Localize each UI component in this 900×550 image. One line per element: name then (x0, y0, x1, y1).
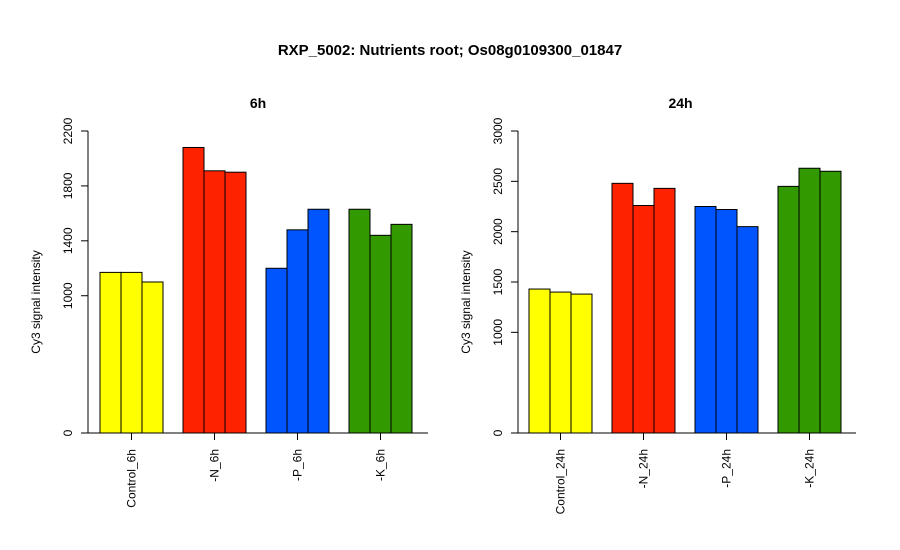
y-tick-label: 0 (61, 429, 75, 436)
x-category-label: -N_24h (637, 449, 651, 488)
bar (203, 170, 226, 434)
bar (390, 223, 413, 434)
y-axis-label: Cy3 signal intensity (29, 250, 43, 353)
panel-24h: 24h Cy3 signal intensity 0 1000 1500 2000 2500… (459, 95, 856, 514)
x-category-label: Control_24h (554, 449, 568, 514)
bar (182, 146, 205, 434)
y-tick-label: 2500 (491, 168, 505, 195)
bar (819, 170, 842, 434)
main-title: RXP_5002: Nutrients root; Os08g0109300_0… (278, 42, 622, 59)
y-tick-label: 1800 (61, 172, 75, 199)
panel-title: 24h (668, 95, 692, 111)
bar (224, 171, 247, 434)
x-category-label: -K_6h (374, 449, 388, 481)
panel-title: 6h (250, 95, 266, 111)
bar (369, 234, 392, 434)
bar (120, 271, 143, 434)
y-axis-label: Cy3 signal intensity (459, 250, 473, 353)
bar (286, 229, 309, 434)
bar (611, 182, 634, 434)
bar (798, 167, 821, 434)
bar (632, 204, 655, 434)
bar (715, 209, 738, 434)
bar (777, 185, 800, 434)
y-tick-label: 0 (491, 429, 505, 436)
x-category-label: Control_6h (125, 449, 139, 508)
x-category-label: -P_6h (291, 449, 305, 481)
bar (694, 206, 717, 434)
bar (307, 208, 330, 434)
bar (549, 291, 572, 434)
bar (736, 226, 759, 434)
x-category-label: -P_24h (720, 449, 734, 488)
bar (265, 267, 288, 434)
bar (653, 187, 676, 434)
y-tick-label: 1500 (491, 268, 505, 295)
x-category-label: -K_24h (803, 449, 817, 488)
y-tick-label: 2000 (491, 218, 505, 245)
bar (570, 293, 593, 434)
y-tick-label: 2200 (61, 117, 75, 144)
bar (528, 288, 551, 434)
x-category-label: -N_6h (208, 449, 222, 482)
panel-6h: 6h Cy3 signal intensity 0 1000 1400 1800 2200 C… (29, 95, 428, 508)
bar (99, 271, 122, 434)
y-tick-label: 1000 (61, 282, 75, 309)
y-tick-label: 1400 (61, 227, 75, 254)
y-tick-label: 1000 (491, 319, 505, 346)
bar (141, 281, 164, 434)
bar (348, 208, 371, 434)
y-tick-label: 3000 (491, 117, 505, 144)
